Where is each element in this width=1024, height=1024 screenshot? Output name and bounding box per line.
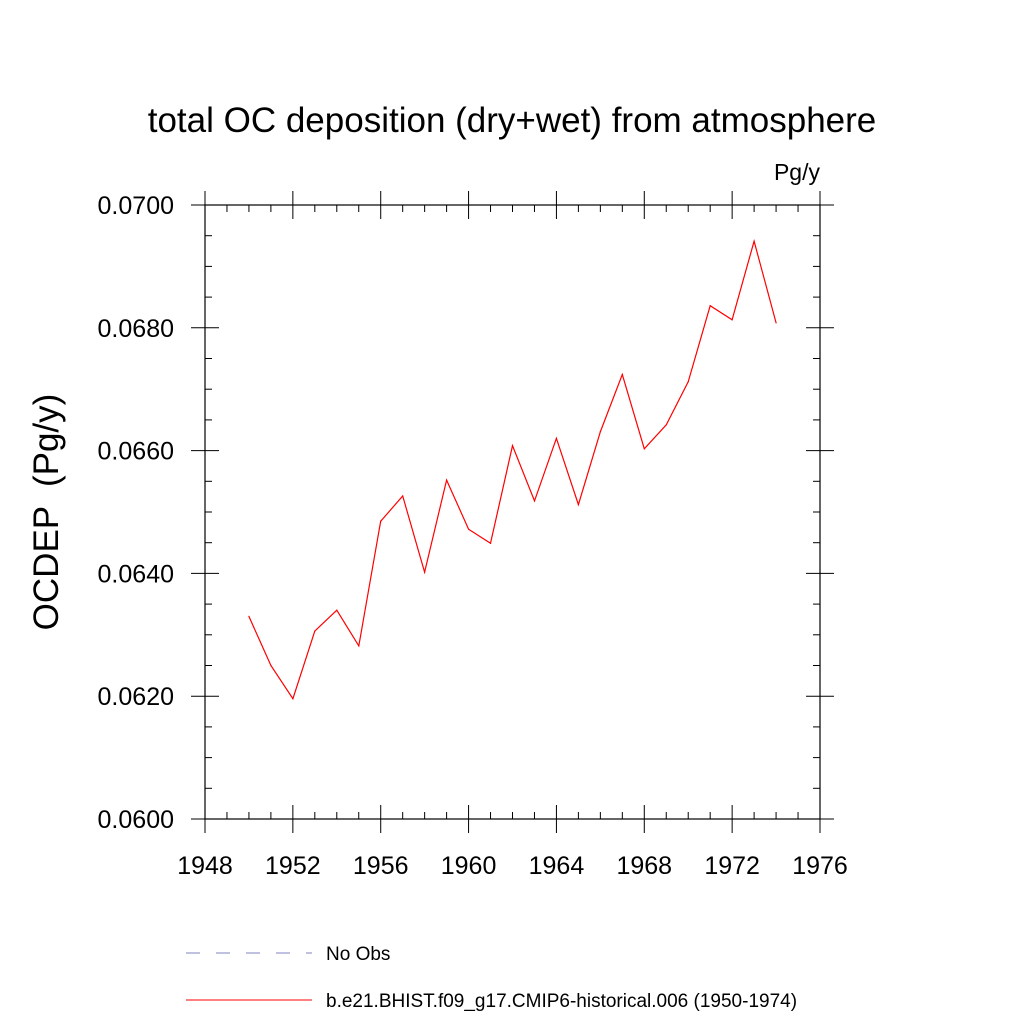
data-point: [292, 698, 294, 700]
data-point: [687, 381, 689, 383]
y-tick-label: 0.0640: [98, 560, 174, 588]
y-tick-label: 0.0620: [98, 683, 174, 711]
legend-label-model-run: b.e21.BHIST.f09_g17.CMIP6-historical.006…: [326, 991, 797, 1012]
data-point: [709, 305, 711, 307]
x-tick-label: 1968: [616, 852, 672, 880]
data-point: [599, 430, 601, 433]
data-point: [753, 240, 755, 242]
x-tick-label: 1960: [441, 852, 497, 880]
y-tick-label: 0.0600: [98, 806, 174, 834]
legend-label-no-obs: No Obs: [326, 944, 390, 965]
x-tick-label: 1976: [792, 852, 848, 880]
x-tick-label: 1972: [704, 852, 760, 880]
data-point: [467, 528, 470, 530]
data-point: [314, 630, 316, 632]
axis-tick-labels: 1948 1952 1956 1960 1964 1968 1972 1976 0.0600 0.…: [98, 192, 848, 880]
x-tick-label: 1948: [177, 852, 233, 880]
data-point: [248, 615, 250, 617]
data-point: [511, 445, 514, 447]
data-point: [555, 437, 558, 439]
data-point: [270, 664, 272, 667]
data-point: [665, 424, 667, 426]
plot-frame: [204, 204, 821, 820]
data-point: [775, 322, 777, 324]
data-point: [446, 479, 448, 481]
chart-title: total OC deposition (dry+wet) from atmos…: [148, 101, 877, 140]
data-point: [577, 504, 579, 506]
data-point: [489, 542, 492, 544]
data-point: [621, 373, 623, 376]
units-label: Pg/y: [774, 159, 821, 185]
x-tick-label: 1964: [529, 852, 585, 880]
x-tick-label: 1956: [353, 852, 409, 880]
data-point: [424, 571, 426, 573]
data-point: [643, 448, 645, 450]
x-tick-label: 1952: [265, 852, 321, 880]
data-point: [358, 645, 360, 647]
y-tick-label: 0.0660: [98, 438, 174, 466]
series-line: [248, 238, 777, 701]
data-point: [402, 495, 404, 497]
data-series: [248, 238, 777, 701]
y-tick-label: 0.0700: [98, 192, 174, 220]
data-point: [533, 500, 536, 502]
data-point: [380, 520, 382, 522]
y-axis-label: OCDEP (Pg/y): [27, 394, 66, 631]
data-point: [336, 609, 338, 611]
axis-ticks: [191, 191, 834, 833]
data-point: [731, 319, 733, 321]
y-tick-label: 0.0680: [98, 315, 174, 343]
legend: No Obs b.e21.BHIST.f09_g17.CMIP6-histori…: [186, 944, 797, 1012]
